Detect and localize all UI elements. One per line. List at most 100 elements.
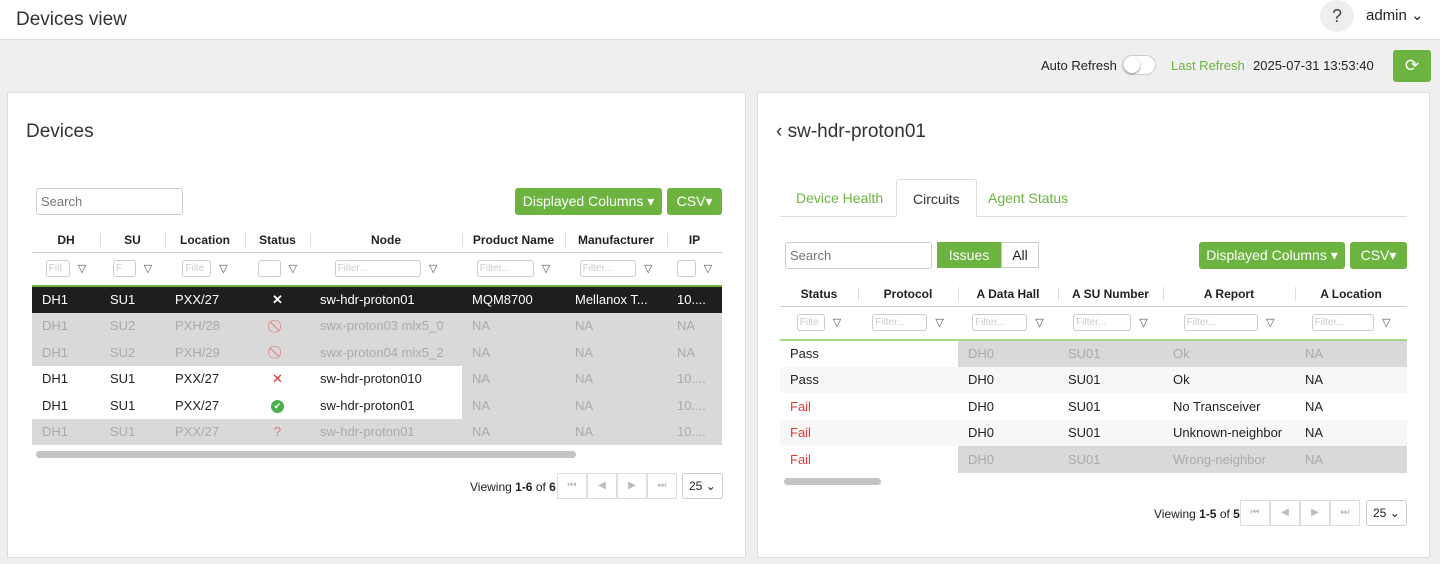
column-filter-input[interactable]: Filter...: [1311, 314, 1374, 332]
column-header[interactable]: Product Name: [462, 228, 565, 253]
table-row[interactable]: Fail DH0 SU01 Unknown-neighbor NA: [780, 419, 1407, 446]
column-filter-input[interactable]: Filter...: [872, 314, 928, 332]
auto-refresh-toggle[interactable]: [1122, 55, 1156, 75]
displayed-columns-button[interactable]: Displayed Columns ▾: [515, 188, 662, 215]
filter-funnel-icon[interactable]: ▽: [77, 263, 87, 276]
x-red-icon: ✕: [272, 370, 283, 386]
filter-funnel-icon[interactable]: ▽: [1035, 317, 1044, 330]
column-header[interactable]: IP: [667, 228, 722, 253]
column-header[interactable]: A SU Number: [1058, 282, 1163, 307]
filter-funnel-icon[interactable]: ▽: [832, 317, 842, 330]
column-header[interactable]: DH: [32, 228, 100, 253]
last-page-button[interactable]: ⏭: [647, 473, 677, 499]
devices-table: DH SU Location Status Node Product Name Manufa…: [32, 228, 722, 445]
column-filter-input[interactable]: [257, 260, 281, 278]
filter-funnel-icon[interactable]: ▽: [1265, 317, 1275, 330]
last-page-button[interactable]: ⏭: [1330, 500, 1360, 526]
back-chevron-icon[interactable]: ‹: [776, 121, 783, 142]
devices-title: Devices: [26, 121, 94, 142]
column-filter-input[interactable]: Filter...: [579, 260, 636, 278]
help-button[interactable]: ?: [1320, 0, 1354, 32]
tab-device-health[interactable]: Device Health: [796, 190, 884, 206]
column-filter-input[interactable]: F: [112, 260, 136, 278]
table-row[interactable]: DH1 SU1 PXX/27 ✔ sw-hdr-proton01 NA NA 10....: [32, 392, 722, 419]
filter-funnel-icon[interactable]: ▽: [643, 263, 653, 276]
filter-funnel-icon[interactable]: ▽: [1139, 317, 1148, 330]
table-row[interactable]: DH1 SU1 PXX/27? sw-hdr-proton01 NA NA 10....: [32, 418, 722, 445]
circuits-horizontal-scrollbar[interactable]: [784, 478, 881, 485]
filter-funnel-icon[interactable]: ▽: [541, 263, 551, 276]
column-filter-input[interactable]: Filte: [182, 260, 212, 278]
circuits-search-input[interactable]: [785, 242, 932, 269]
tab-agent-status[interactable]: Agent Status: [988, 190, 1069, 206]
column-filter-input[interactable]: Filter...: [972, 314, 1028, 332]
column-filter-input[interactable]: Filter...: [1073, 314, 1132, 332]
column-header[interactable]: SU: [100, 228, 165, 253]
filter-funnel-icon[interactable]: ▽: [143, 263, 153, 276]
column-header[interactable]: Manufacturer: [565, 228, 667, 253]
column-header[interactable]: Status: [780, 282, 858, 307]
table-row[interactable]: Fail DH0 SU01 No Transceiver NA: [780, 393, 1407, 420]
table-cell: ?: [245, 418, 310, 445]
first-page-button[interactable]: ⏮: [1240, 500, 1270, 526]
issues-filter-button[interactable]: Issues: [937, 242, 1001, 268]
column-header[interactable]: Status: [245, 228, 310, 253]
filter-funnel-icon[interactable]: ▽: [935, 317, 944, 330]
table-cell: NA: [565, 418, 667, 445]
filter-cell: Filter... ▽: [565, 252, 667, 286]
column-header[interactable]: Location: [165, 228, 245, 253]
detail-title: ‹ sw-hdr-proton01: [776, 121, 926, 142]
table-cell: DH1: [32, 339, 100, 366]
circuits-csv-button[interactable]: CSV▾: [1350, 242, 1407, 269]
column-filter-input[interactable]: Filte: [796, 314, 825, 332]
next-page-button[interactable]: ▶: [617, 473, 647, 499]
prev-page-button[interactable]: ◀: [1270, 500, 1300, 526]
table-cell: NA: [462, 392, 565, 419]
table-row[interactable]: Fail DH0 SU01 Wrong-neighbor NA: [780, 446, 1407, 473]
column-filter-input[interactable]: Filter...: [1183, 314, 1258, 332]
column-filter-input[interactable]: [676, 260, 696, 278]
user-menu[interactable]: admin ⌄: [1366, 6, 1424, 24]
table-row[interactable]: DH1 SU1 PXX/27 ✕ sw-hdr-proton01 MQM8700 Mella…: [32, 286, 722, 313]
page-size-select[interactable]: 25 ⌄: [1366, 500, 1407, 526]
circuits-displayed-columns-button[interactable]: Displayed Columns ▾: [1199, 242, 1345, 269]
all-filter-button[interactable]: All: [1001, 242, 1039, 268]
csv-button[interactable]: CSV▾: [667, 188, 722, 215]
table-cell: DH1: [32, 312, 100, 339]
pager-text: Viewing 1-6 of 6: [470, 480, 556, 494]
table-row[interactable]: Pass DH0 SU01 Ok NA: [780, 366, 1407, 393]
next-page-button[interactable]: ▶: [1300, 500, 1330, 526]
column-header[interactable]: Node: [310, 228, 462, 253]
horizontal-scrollbar[interactable]: [36, 451, 576, 458]
column-filter-input[interactable]: Filter...: [476, 260, 534, 278]
question-icon: ?: [273, 424, 282, 440]
column-header[interactable]: A Report: [1163, 282, 1295, 307]
table-cell: NA: [462, 312, 565, 339]
last-refresh-label: Last Refresh: [1171, 58, 1245, 73]
prev-page-button[interactable]: ◀: [587, 473, 617, 499]
column-filter-input[interactable]: Filt: [45, 260, 70, 278]
devices-search-input[interactable]: [36, 188, 183, 215]
column-header[interactable]: A Location: [1295, 282, 1407, 307]
tab-circuits[interactable]: Circuits: [896, 179, 977, 217]
first-page-button[interactable]: ⏮: [557, 473, 587, 499]
filter-funnel-icon[interactable]: ▽: [703, 263, 713, 276]
filter-funnel-icon[interactable]: ▽: [219, 263, 228, 276]
table-cell: NA: [462, 339, 565, 366]
user-name: admin: [1366, 7, 1407, 24]
filter-funnel-icon[interactable]: ▽: [428, 263, 438, 276]
column-header[interactable]: Protocol: [858, 282, 958, 307]
table-row[interactable]: DH1 SU1 PXX/27 ✕ sw-hdr-proton010 NA NA 10....: [32, 365, 722, 392]
column-header[interactable]: A Data Hall: [958, 282, 1058, 307]
filter-funnel-icon[interactable]: ▽: [1381, 317, 1391, 330]
table-cell: Ok: [1163, 366, 1295, 393]
device-detail-panel: ‹ sw-hdr-proton01 Device Health Circuits…: [757, 92, 1430, 558]
page-size-select[interactable]: 25 ⌄: [682, 473, 723, 499]
refresh-button[interactable]: ⟳: [1393, 50, 1431, 82]
filter-funnel-icon[interactable]: ▽: [288, 263, 298, 276]
table-row[interactable]: Pass DH0 SU01 Ok NA: [780, 340, 1407, 367]
column-filter-input[interactable]: Filter...: [334, 260, 421, 278]
table-cell: SU01: [1058, 446, 1163, 473]
